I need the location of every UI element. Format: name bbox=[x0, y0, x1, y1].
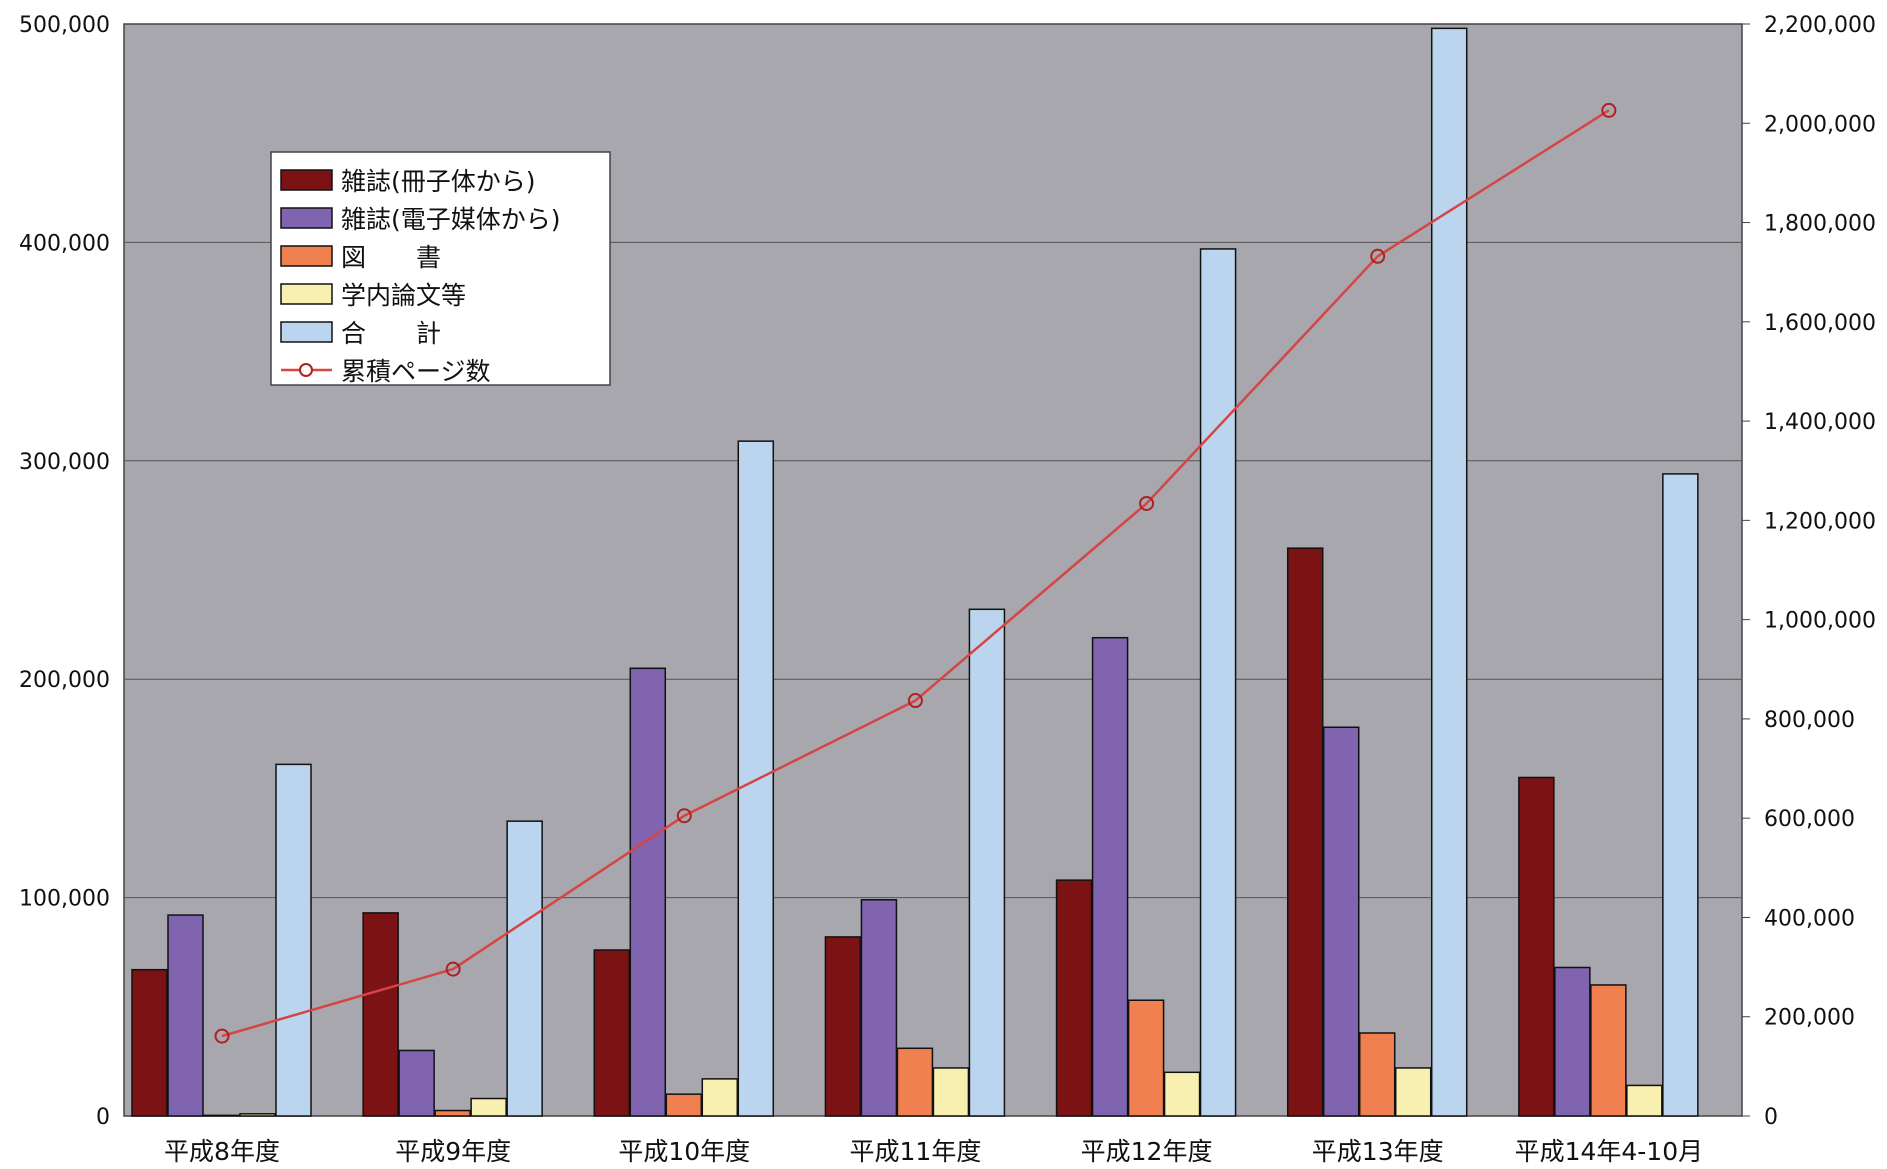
cumulative-point bbox=[1370, 248, 1386, 264]
x-axis-category-label: 平成9年度 bbox=[395, 1137, 511, 1166]
x-axis-category-label: 平成14年4-10月 bbox=[1515, 1137, 1704, 1166]
cumulative-point bbox=[676, 808, 692, 824]
gridlines bbox=[124, 241, 1742, 899]
right-axis-tick-label: 1,800,000 bbox=[1764, 212, 1876, 237]
bar bbox=[1590, 984, 1627, 1117]
legend-swatch bbox=[280, 245, 333, 267]
cumulative-point bbox=[445, 961, 461, 977]
bar bbox=[239, 1113, 276, 1117]
bar bbox=[1626, 1084, 1663, 1117]
legend-label: 図 書 bbox=[341, 243, 441, 272]
left-axis-tick-label: 500,000 bbox=[19, 13, 110, 38]
bar bbox=[860, 899, 898, 1117]
bar bbox=[167, 914, 204, 1117]
bar bbox=[506, 820, 543, 1117]
cumulative-point bbox=[1139, 495, 1155, 511]
bar bbox=[1322, 726, 1360, 1117]
bar bbox=[1554, 966, 1591, 1117]
bar bbox=[1127, 999, 1165, 1117]
bar bbox=[824, 936, 862, 1117]
x-axis-category-label: 平成12年度 bbox=[1081, 1137, 1213, 1166]
bar bbox=[665, 1093, 703, 1117]
bar bbox=[275, 763, 312, 1117]
bar bbox=[1091, 636, 1129, 1117]
axes: 0 100,000 200,000 300,000 400,000 500,000 0 200… bbox=[19, 13, 1876, 1166]
right-axis-tick-label: 600,000 bbox=[1764, 807, 1855, 832]
legend-swatch bbox=[280, 169, 333, 191]
bar bbox=[1286, 547, 1324, 1117]
legend-box bbox=[270, 151, 611, 386]
bar bbox=[470, 1097, 507, 1117]
cumulative-point bbox=[1601, 102, 1617, 118]
left-axis-tick-label: 100,000 bbox=[19, 887, 110, 912]
bar bbox=[203, 1114, 240, 1117]
bar bbox=[1358, 1032, 1396, 1117]
left-axis-tick-label: 0 bbox=[96, 1105, 110, 1130]
bar bbox=[1199, 248, 1237, 1117]
legend-label: 学内論文等 bbox=[341, 281, 466, 310]
bar bbox=[362, 912, 399, 1117]
bar bbox=[1430, 27, 1468, 1117]
right-axis-tick-label: 0 bbox=[1764, 1105, 1778, 1130]
bar bbox=[968, 608, 1006, 1117]
bars bbox=[131, 27, 1699, 1117]
bar bbox=[896, 1047, 934, 1117]
x-axis-category-label: 平成8年度 bbox=[164, 1137, 280, 1166]
right-axis-tick-label: 2,000,000 bbox=[1764, 112, 1876, 137]
bar bbox=[398, 1049, 435, 1117]
bar bbox=[434, 1109, 471, 1117]
left-axis-tick-label: 200,000 bbox=[19, 668, 110, 693]
bar bbox=[1163, 1071, 1201, 1117]
right-axis-tick-label: 800,000 bbox=[1764, 708, 1855, 733]
cumulative-line bbox=[214, 102, 1617, 1044]
left-axis-tick-label: 300,000 bbox=[19, 450, 110, 475]
x-axis-category-label: 平成10年度 bbox=[618, 1137, 750, 1166]
bar bbox=[701, 1078, 739, 1117]
bar bbox=[131, 968, 168, 1117]
left-axis-tick-label: 400,000 bbox=[19, 231, 110, 256]
legend-label: 累積ページ数 bbox=[341, 357, 491, 386]
bar bbox=[593, 949, 631, 1117]
legend-swatch bbox=[280, 321, 333, 343]
bar bbox=[629, 667, 667, 1117]
right-axis-tick-label: 1,400,000 bbox=[1764, 410, 1876, 435]
cumulative-point bbox=[907, 693, 923, 709]
bar bbox=[737, 440, 775, 1117]
right-axis-tick-label: 1,000,000 bbox=[1764, 609, 1876, 634]
right-axis-tick-label: 1,200,000 bbox=[1764, 509, 1876, 534]
bar bbox=[1394, 1067, 1432, 1117]
right-axis-tick-label: 400,000 bbox=[1764, 906, 1855, 931]
x-axis-category-label: 平成11年度 bbox=[850, 1137, 982, 1166]
legend-label: 合 計 bbox=[341, 319, 441, 348]
legend-label: 雑誌(冊子体から) bbox=[341, 167, 536, 196]
legend-label: 雑誌(電子媒体から) bbox=[341, 205, 561, 234]
cumulative-line-path bbox=[221, 109, 1610, 1038]
right-axis-tick-label: 1,600,000 bbox=[1764, 311, 1876, 336]
bar bbox=[1662, 473, 1699, 1117]
legend-swatch bbox=[280, 283, 333, 305]
bar bbox=[1055, 879, 1093, 1117]
legend-swatch bbox=[280, 207, 333, 229]
bar bbox=[932, 1067, 970, 1117]
x-axis-category-label: 平成13年度 bbox=[1312, 1137, 1444, 1166]
right-axis-tick-label: 2,200,000 bbox=[1764, 13, 1876, 38]
legend-line-marker bbox=[299, 363, 313, 377]
bar bbox=[1518, 776, 1555, 1117]
right-axis-tick-label: 200,000 bbox=[1764, 1006, 1855, 1031]
cumulative-point bbox=[214, 1028, 230, 1044]
